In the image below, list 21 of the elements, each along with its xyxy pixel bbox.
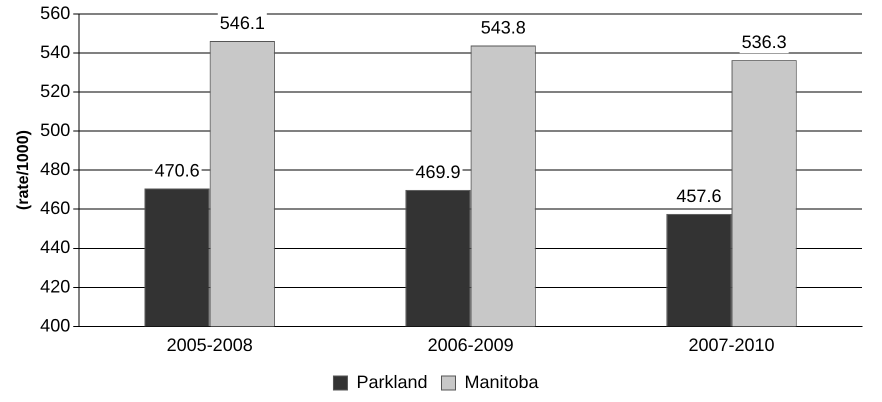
x-tick-label: 2006-2009 bbox=[428, 335, 514, 356]
y-tick-label: 540 bbox=[40, 42, 70, 62]
y-tick-label: 400 bbox=[40, 315, 70, 336]
data-label: 470.6 bbox=[154, 160, 200, 180]
y-tick-label: 460 bbox=[40, 198, 70, 218]
data-label: 469.9 bbox=[415, 162, 461, 182]
y-tick-label: 500 bbox=[40, 120, 70, 140]
y-tick-label: 440 bbox=[40, 237, 70, 258]
data-label: 536.3 bbox=[742, 32, 787, 52]
data-label: 457.6 bbox=[676, 186, 722, 206]
y-tick-label: 560 bbox=[40, 2, 70, 23]
data-label: 543.8 bbox=[480, 17, 526, 38]
y-tick-label: 420 bbox=[40, 276, 70, 296]
x-tick-label: 2007-2010 bbox=[688, 335, 775, 356]
x-tick-label: 2005-2008 bbox=[166, 335, 253, 356]
y-axis-title: (rate/1000) bbox=[15, 130, 32, 210]
legend-label: Manitoba bbox=[464, 372, 540, 392]
y-tick-label: 520 bbox=[40, 80, 70, 101]
data-label: 546.1 bbox=[220, 12, 265, 33]
y-tick-label: 480 bbox=[40, 159, 70, 180]
legend-label: Parkland bbox=[356, 372, 428, 392]
